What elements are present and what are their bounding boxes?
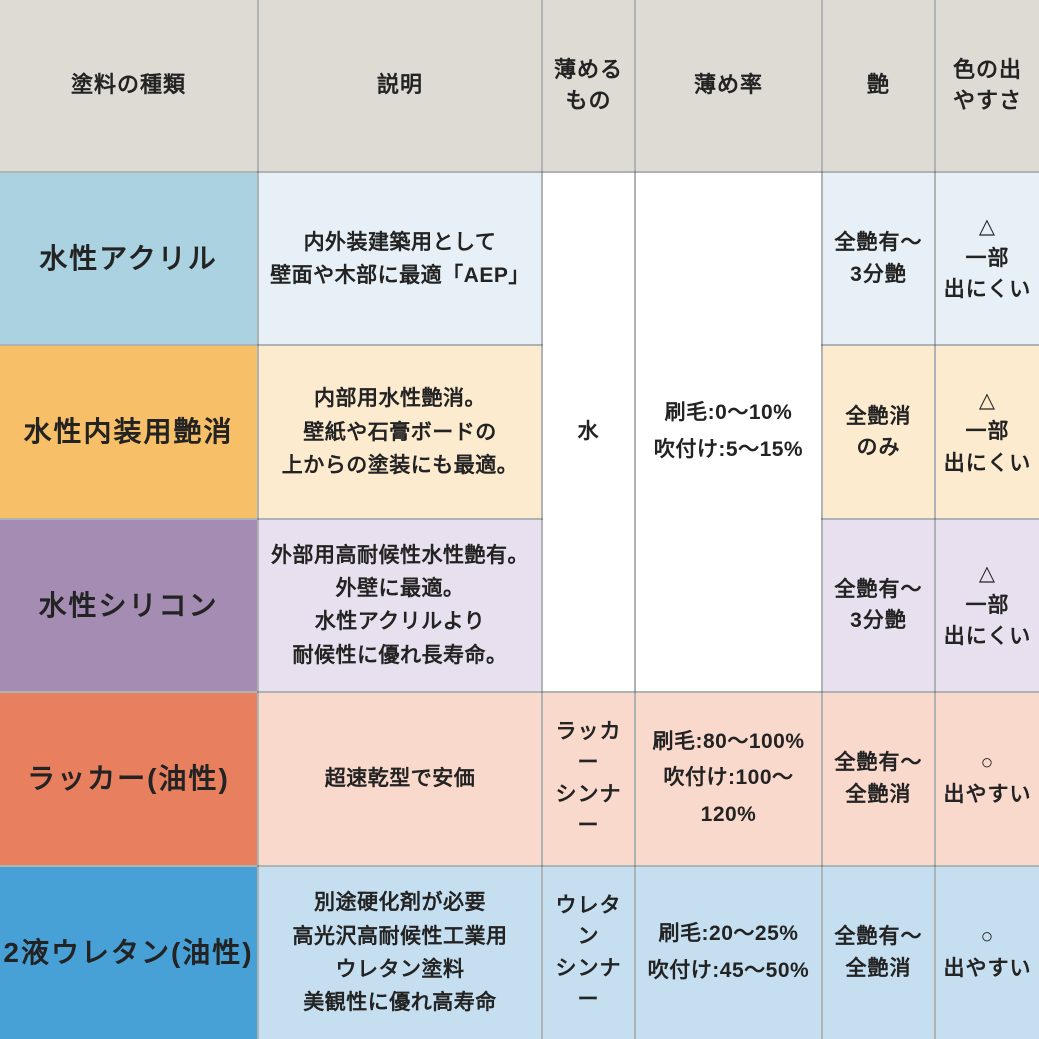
- cell-gloss: 全艶有〜 全艶消: [821, 691, 936, 867]
- header-cell-paint-type: 塗料の種類: [0, 0, 259, 173]
- table-row: 水性シリコン 外部用高耐候性水性艶有。 外壁に最適。 水性アクリルより 耐候性に…: [0, 517, 1039, 694]
- cell-color-ease: ○ 出やすい: [934, 691, 1039, 867]
- cell-description: 別途硬化剤が必要 高光沢高耐候性工業用 ウレタン塗料 美観性に優れ高寿命: [257, 864, 543, 1039]
- header-cell-gloss: 艶: [821, 0, 936, 173]
- header-cell-thinner: 薄める もの: [541, 0, 636, 173]
- header-cell-color-ease: 色の出 やすさ: [934, 0, 1039, 173]
- cell-color-ease: △ 一部 出にくい: [934, 170, 1039, 347]
- table-row: 水性内装用艶消 内部用水性艶消。 壁紙や石膏ボードの 上からの塗装にも最適。 全…: [0, 344, 1039, 520]
- header-cell-ratio: 薄め率: [634, 0, 823, 173]
- cell-description: 超速乾型で安価: [257, 691, 543, 867]
- cell-thinner: ラッカー シンナー: [541, 691, 636, 867]
- cell-description: 内部用水性艶消。 壁紙や石膏ボードの 上からの塗装にも最適。: [257, 344, 543, 520]
- cell-color-ease: △ 一部 出にくい: [934, 344, 1039, 520]
- cell-thinner-water-merged: 水: [541, 170, 636, 694]
- cell-ratio: 刷毛:20〜25% 吹付け:45〜50%: [634, 864, 823, 1039]
- header-cell-description: 説明: [257, 0, 543, 173]
- cell-gloss: 全艶有〜 全艶消: [821, 864, 936, 1039]
- cell-color-ease: ○ 出やすい: [934, 864, 1039, 1039]
- cell-ratio: 刷毛:80〜100% 吹付け:100〜120%: [634, 691, 823, 867]
- cell-color-ease: △ 一部 出にくい: [934, 517, 1039, 694]
- cell-paint-name: 水性シリコン: [0, 517, 259, 694]
- table-row: ラッカー(油性) 超速乾型で安価 ラッカー シンナー 刷毛:80〜100% 吹付…: [0, 691, 1039, 867]
- cell-gloss: 全艶消 のみ: [821, 344, 936, 520]
- cell-paint-name: 水性内装用艶消: [0, 344, 259, 520]
- header-row: 塗料の種類 説明 薄める もの 薄め率 艶 色の出 やすさ: [0, 0, 1039, 173]
- cell-description: 内外装建築用として 壁面や木部に最適「AEP」: [257, 170, 543, 347]
- cell-paint-name: 水性アクリル: [0, 170, 259, 347]
- cell-paint-name: ラッカー(油性): [0, 691, 259, 867]
- cell-gloss: 全艶有〜 3分艶: [821, 517, 936, 694]
- table-row: 2液ウレタン(油性) 別途硬化剤が必要 高光沢高耐候性工業用 ウレタン塗料 美観…: [0, 864, 1039, 1039]
- cell-description: 外部用高耐候性水性艶有。 外壁に最適。 水性アクリルより 耐候性に優れ長寿命。: [257, 517, 543, 694]
- table-header: 塗料の種類 説明 薄める もの 薄め率 艶 色の出 やすさ: [0, 0, 1039, 173]
- cell-ratio-water-merged: 刷毛:0〜10% 吹付け:5〜15%: [634, 170, 823, 694]
- cell-paint-name: 2液ウレタン(油性): [0, 864, 259, 1039]
- cell-thinner: ウレタン シンナー: [541, 864, 636, 1039]
- cell-gloss: 全艶有〜 3分艶: [821, 170, 936, 347]
- table-row: 水性アクリル 内外装建築用として 壁面や木部に最適「AEP」 水 刷毛:0〜10…: [0, 170, 1039, 694]
